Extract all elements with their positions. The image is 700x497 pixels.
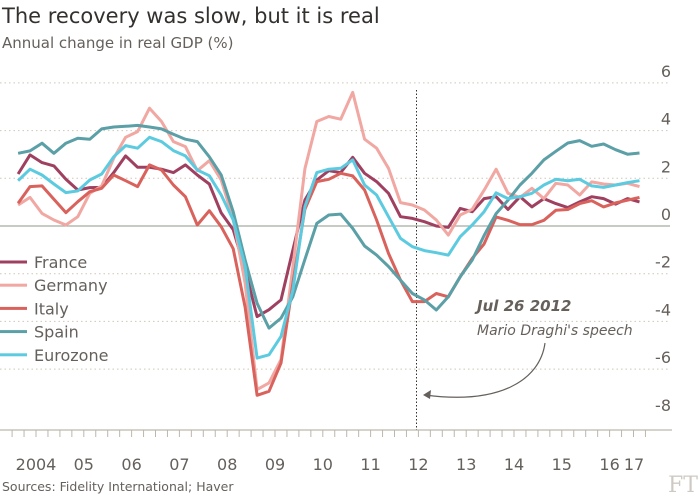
chart-subtitle: Annual change in real GDP (%) [2, 34, 233, 52]
x-tick-label: 13 [456, 455, 476, 474]
chart-title: The recovery was slow, but it is real [1, 4, 380, 28]
legend: France Germany Italy Spain Eurozone [0, 253, 108, 365]
x-tick-label: 16 [599, 455, 619, 474]
ft-logo: FT [668, 473, 698, 497]
x-tick-label: 14 [504, 455, 524, 474]
arrow-head-icon [423, 390, 431, 399]
x-tick-label: 17 [624, 455, 644, 474]
y-tick-label: 4 [661, 110, 671, 129]
legend-label: Germany [34, 276, 108, 295]
x-tick-label: 10 [313, 455, 333, 474]
legend-item-spain: Spain [0, 323, 79, 342]
legend-swatch [0, 330, 27, 334]
x-tick-label: 08 [217, 455, 237, 474]
x-tick-label: 09 [265, 455, 285, 474]
legend-label: Italy [34, 299, 69, 318]
x-tick-label: 07 [169, 455, 189, 474]
x-tick-label: 2004 [16, 455, 57, 474]
x-tick-label: 15 [552, 455, 572, 474]
series-lines [16, 90, 640, 397]
annotation: Jul 26 2012 Mario Draghi's speech [423, 297, 633, 399]
y-tick-label: 6 [661, 62, 671, 81]
y-tick-label: -4 [655, 300, 671, 319]
x-tick-label: 05 [74, 455, 94, 474]
y-tick-label: -6 [655, 348, 671, 367]
legend-item-germany: Germany [0, 276, 108, 295]
annotation-date: Jul 26 2012 [474, 297, 571, 315]
legend-swatch [0, 353, 27, 357]
x-tick-label: 12 [408, 455, 428, 474]
series-line-eurozone [17, 135, 640, 360]
x-axis: 2004 05 06 07 08 09 10 11 12 13 14 15 16 17 [0, 429, 672, 474]
y-axis-labels: 6 4 2 0 -2 -4 -6 -8 [655, 62, 671, 415]
legend-item-italy: Italy [0, 299, 69, 318]
legend-label: Eurozone [34, 346, 108, 365]
legend-swatch [0, 306, 27, 310]
y-tick-label: 0 [661, 205, 671, 224]
series-line-italy [16, 163, 640, 397]
x-tick-label: 11 [360, 455, 380, 474]
x-tick-label: 06 [121, 455, 141, 474]
y-tick-label: -2 [655, 253, 671, 272]
y-tick-label: -8 [655, 396, 671, 415]
annotation-text: Mario Draghi's speech [477, 323, 633, 339]
legend-label: France [34, 253, 87, 272]
legend-swatch [0, 283, 27, 287]
y-tick-label: 2 [661, 157, 671, 176]
legend-item-france: France [0, 253, 87, 272]
source-note: Sources: Fidelity International; Haver [2, 479, 234, 494]
legend-item-eurozone: Eurozone [0, 346, 108, 365]
annotation-arrow [424, 342, 546, 398]
series-line-spain [17, 123, 640, 330]
series-line-germany [17, 90, 640, 392]
legend-swatch [0, 260, 27, 264]
legend-label: Spain [34, 323, 79, 342]
